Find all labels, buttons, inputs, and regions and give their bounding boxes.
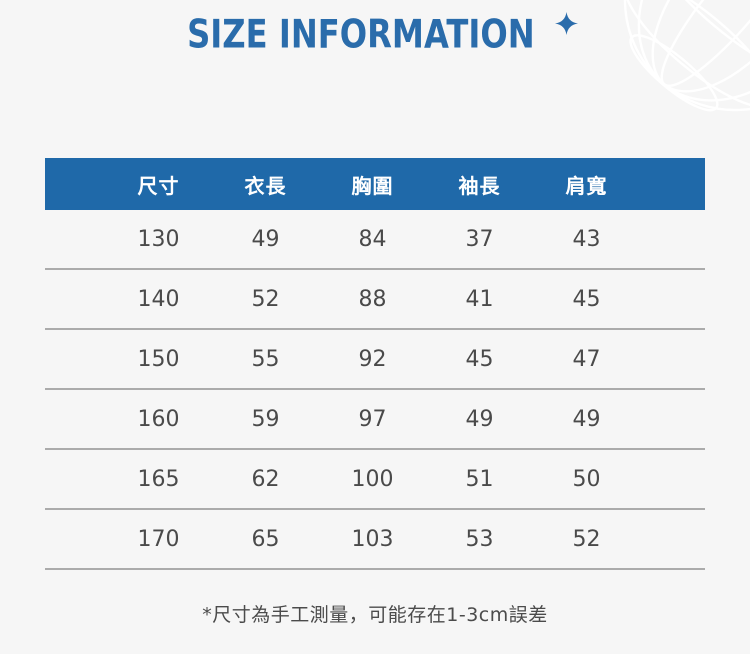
size-table-body: 130 49 84 37 43 140 52 88 41 45 150 55 92 45 47 160 59 97… [45, 210, 705, 570]
table-row: 170 65 103 53 52 [45, 510, 705, 570]
table-cell: 52 [572, 526, 601, 552]
table-cell: 140 [137, 286, 180, 312]
table-cell: 55 [251, 346, 280, 372]
page-title-text: SIZE INFORMATION [187, 12, 535, 58]
table-row: 165 62 100 51 50 [45, 450, 705, 510]
column-header: 衣長 [244, 173, 287, 198]
table-cell: 150 [137, 346, 180, 372]
column-header: 胸圍 [351, 173, 394, 198]
table-cell: 51 [465, 466, 494, 492]
table-cell: 47 [572, 346, 601, 372]
table-cell: 92 [358, 346, 387, 372]
column-header: 肩寬 [565, 173, 608, 198]
table-cell: 165 [137, 466, 180, 492]
table-cell: 170 [137, 526, 180, 552]
table-cell: 50 [572, 466, 601, 492]
table-cell: 43 [572, 226, 601, 252]
table-row: 150 55 92 45 47 [45, 330, 705, 390]
table-cell: 88 [358, 286, 387, 312]
table-cell: 160 [137, 406, 180, 432]
table-cell: 100 [351, 466, 394, 492]
table-cell: 59 [251, 406, 280, 432]
table-cell: 52 [251, 286, 280, 312]
page-title: SIZE INFORMATION [0, 12, 750, 57]
table-cell: 45 [572, 286, 601, 312]
sparkle-icon [554, 12, 578, 35]
table-cell: 65 [251, 526, 280, 552]
measurement-note: *尺寸為手工測量，可能存在1-3cm誤差 [202, 604, 548, 626]
table-cell: 130 [137, 226, 180, 252]
table-row: 140 52 88 41 45 [45, 270, 705, 330]
table-cell: 49 [572, 406, 601, 432]
size-table: 尺寸 衣長 胸圍 袖長 肩寬 130 49 84 37 43 140 52 88 41 45 150 55 92… [45, 158, 705, 570]
table-row: 160 59 97 49 49 [45, 390, 705, 450]
table-cell: 49 [465, 406, 494, 432]
table-cell: 41 [465, 286, 494, 312]
table-cell: 97 [358, 406, 387, 432]
table-cell: 62 [251, 466, 280, 492]
size-table-header: 尺寸 衣長 胸圍 袖長 肩寬 [45, 158, 705, 210]
table-cell: 49 [251, 226, 280, 252]
table-row: 130 49 84 37 43 [45, 210, 705, 270]
table-cell: 37 [465, 226, 494, 252]
table-cell: 45 [465, 346, 494, 372]
table-cell: 53 [465, 526, 494, 552]
table-cell: 84 [358, 226, 387, 252]
column-header: 袖長 [458, 173, 501, 198]
column-header: 尺寸 [137, 173, 180, 198]
table-cell: 103 [351, 526, 394, 552]
